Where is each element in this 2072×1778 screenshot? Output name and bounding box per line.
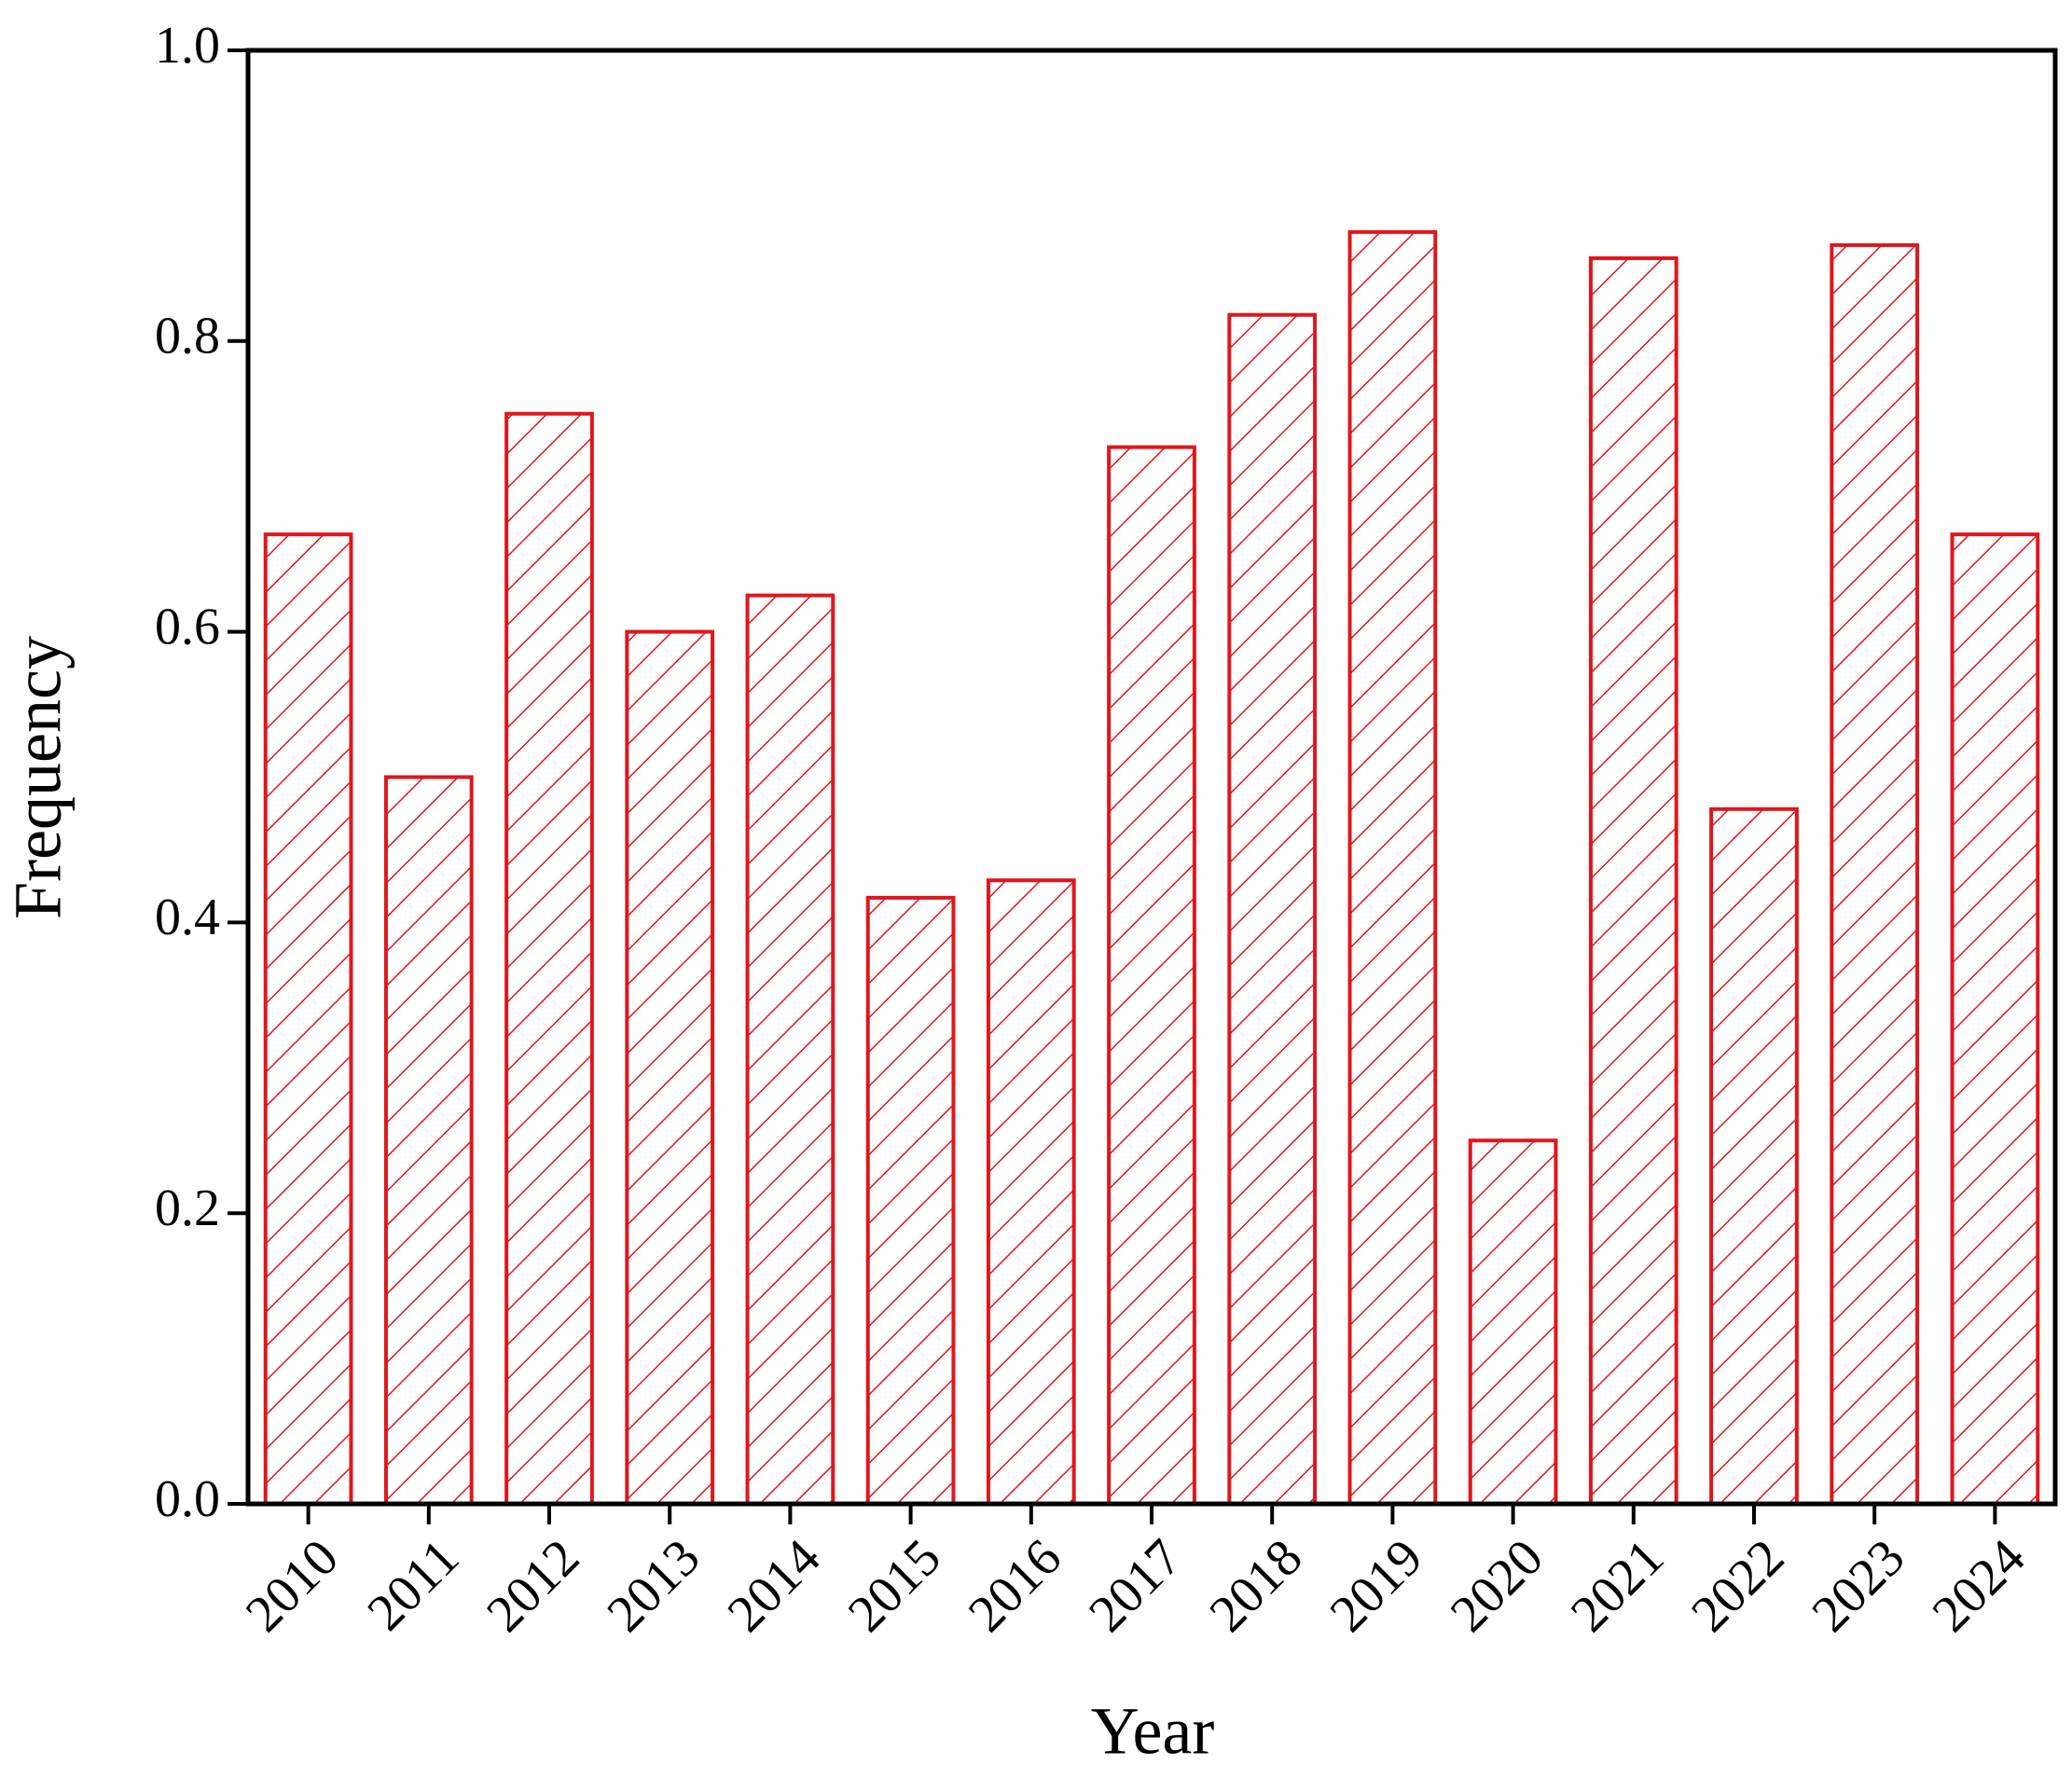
x-tick-label: 2024 <box>1922 1528 2037 1643</box>
x-tick-label: 2014 <box>717 1528 832 1643</box>
x-tick-label: 2010 <box>235 1528 350 1643</box>
bar <box>383 775 474 1506</box>
x-tick-label: 2011 <box>357 1528 471 1642</box>
bar <box>1347 229 1438 1506</box>
y-tick-label: 1.0 <box>155 17 220 75</box>
x-tick-label: 2022 <box>1680 1528 1795 1643</box>
x-tick-label: 2012 <box>476 1528 590 1643</box>
x-tick-label: 2016 <box>958 1528 1072 1643</box>
x-tick-label: 2023 <box>1801 1528 1915 1643</box>
plot-frame <box>245 48 2058 1507</box>
bar <box>1709 806 1799 1506</box>
y-tick-label: 0.0 <box>155 1470 220 1528</box>
bar <box>986 878 1076 1506</box>
bar <box>745 593 836 1506</box>
bar <box>1468 1138 1558 1506</box>
x-tick-label: 2013 <box>596 1528 711 1643</box>
bar <box>1227 312 1318 1506</box>
x-tick-label: 2019 <box>1319 1528 1434 1643</box>
x-tick-label: 2021 <box>1560 1528 1675 1643</box>
bar <box>865 895 956 1506</box>
x-tick-label: 2020 <box>1440 1528 1554 1643</box>
x-axis-title: Year <box>1091 1694 1215 1769</box>
bar <box>625 629 715 1506</box>
bar <box>504 411 594 1506</box>
bar <box>1830 242 1920 1506</box>
bar <box>1107 445 1196 1506</box>
y-axis-title: Frequency <box>1 636 76 919</box>
bar <box>1588 255 1678 1506</box>
bar <box>263 532 353 1506</box>
y-tick-label: 0.8 <box>155 308 220 365</box>
y-tick-label: 0.4 <box>155 889 220 946</box>
bar <box>1950 532 2040 1506</box>
y-tick-label: 0.6 <box>155 598 220 655</box>
x-tick-label: 2018 <box>1198 1528 1313 1643</box>
x-tick-label: 2017 <box>1078 1528 1193 1643</box>
x-tick-label: 2015 <box>837 1528 952 1643</box>
y-tick-label: 0.2 <box>155 1179 220 1237</box>
